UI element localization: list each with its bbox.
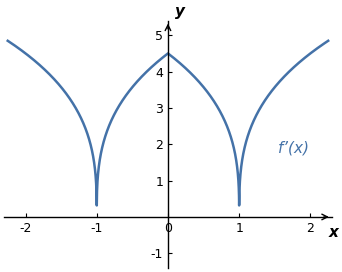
Text: y: y bbox=[175, 4, 185, 19]
Text: f’(x): f’(x) bbox=[278, 140, 310, 155]
Text: x: x bbox=[328, 225, 338, 240]
